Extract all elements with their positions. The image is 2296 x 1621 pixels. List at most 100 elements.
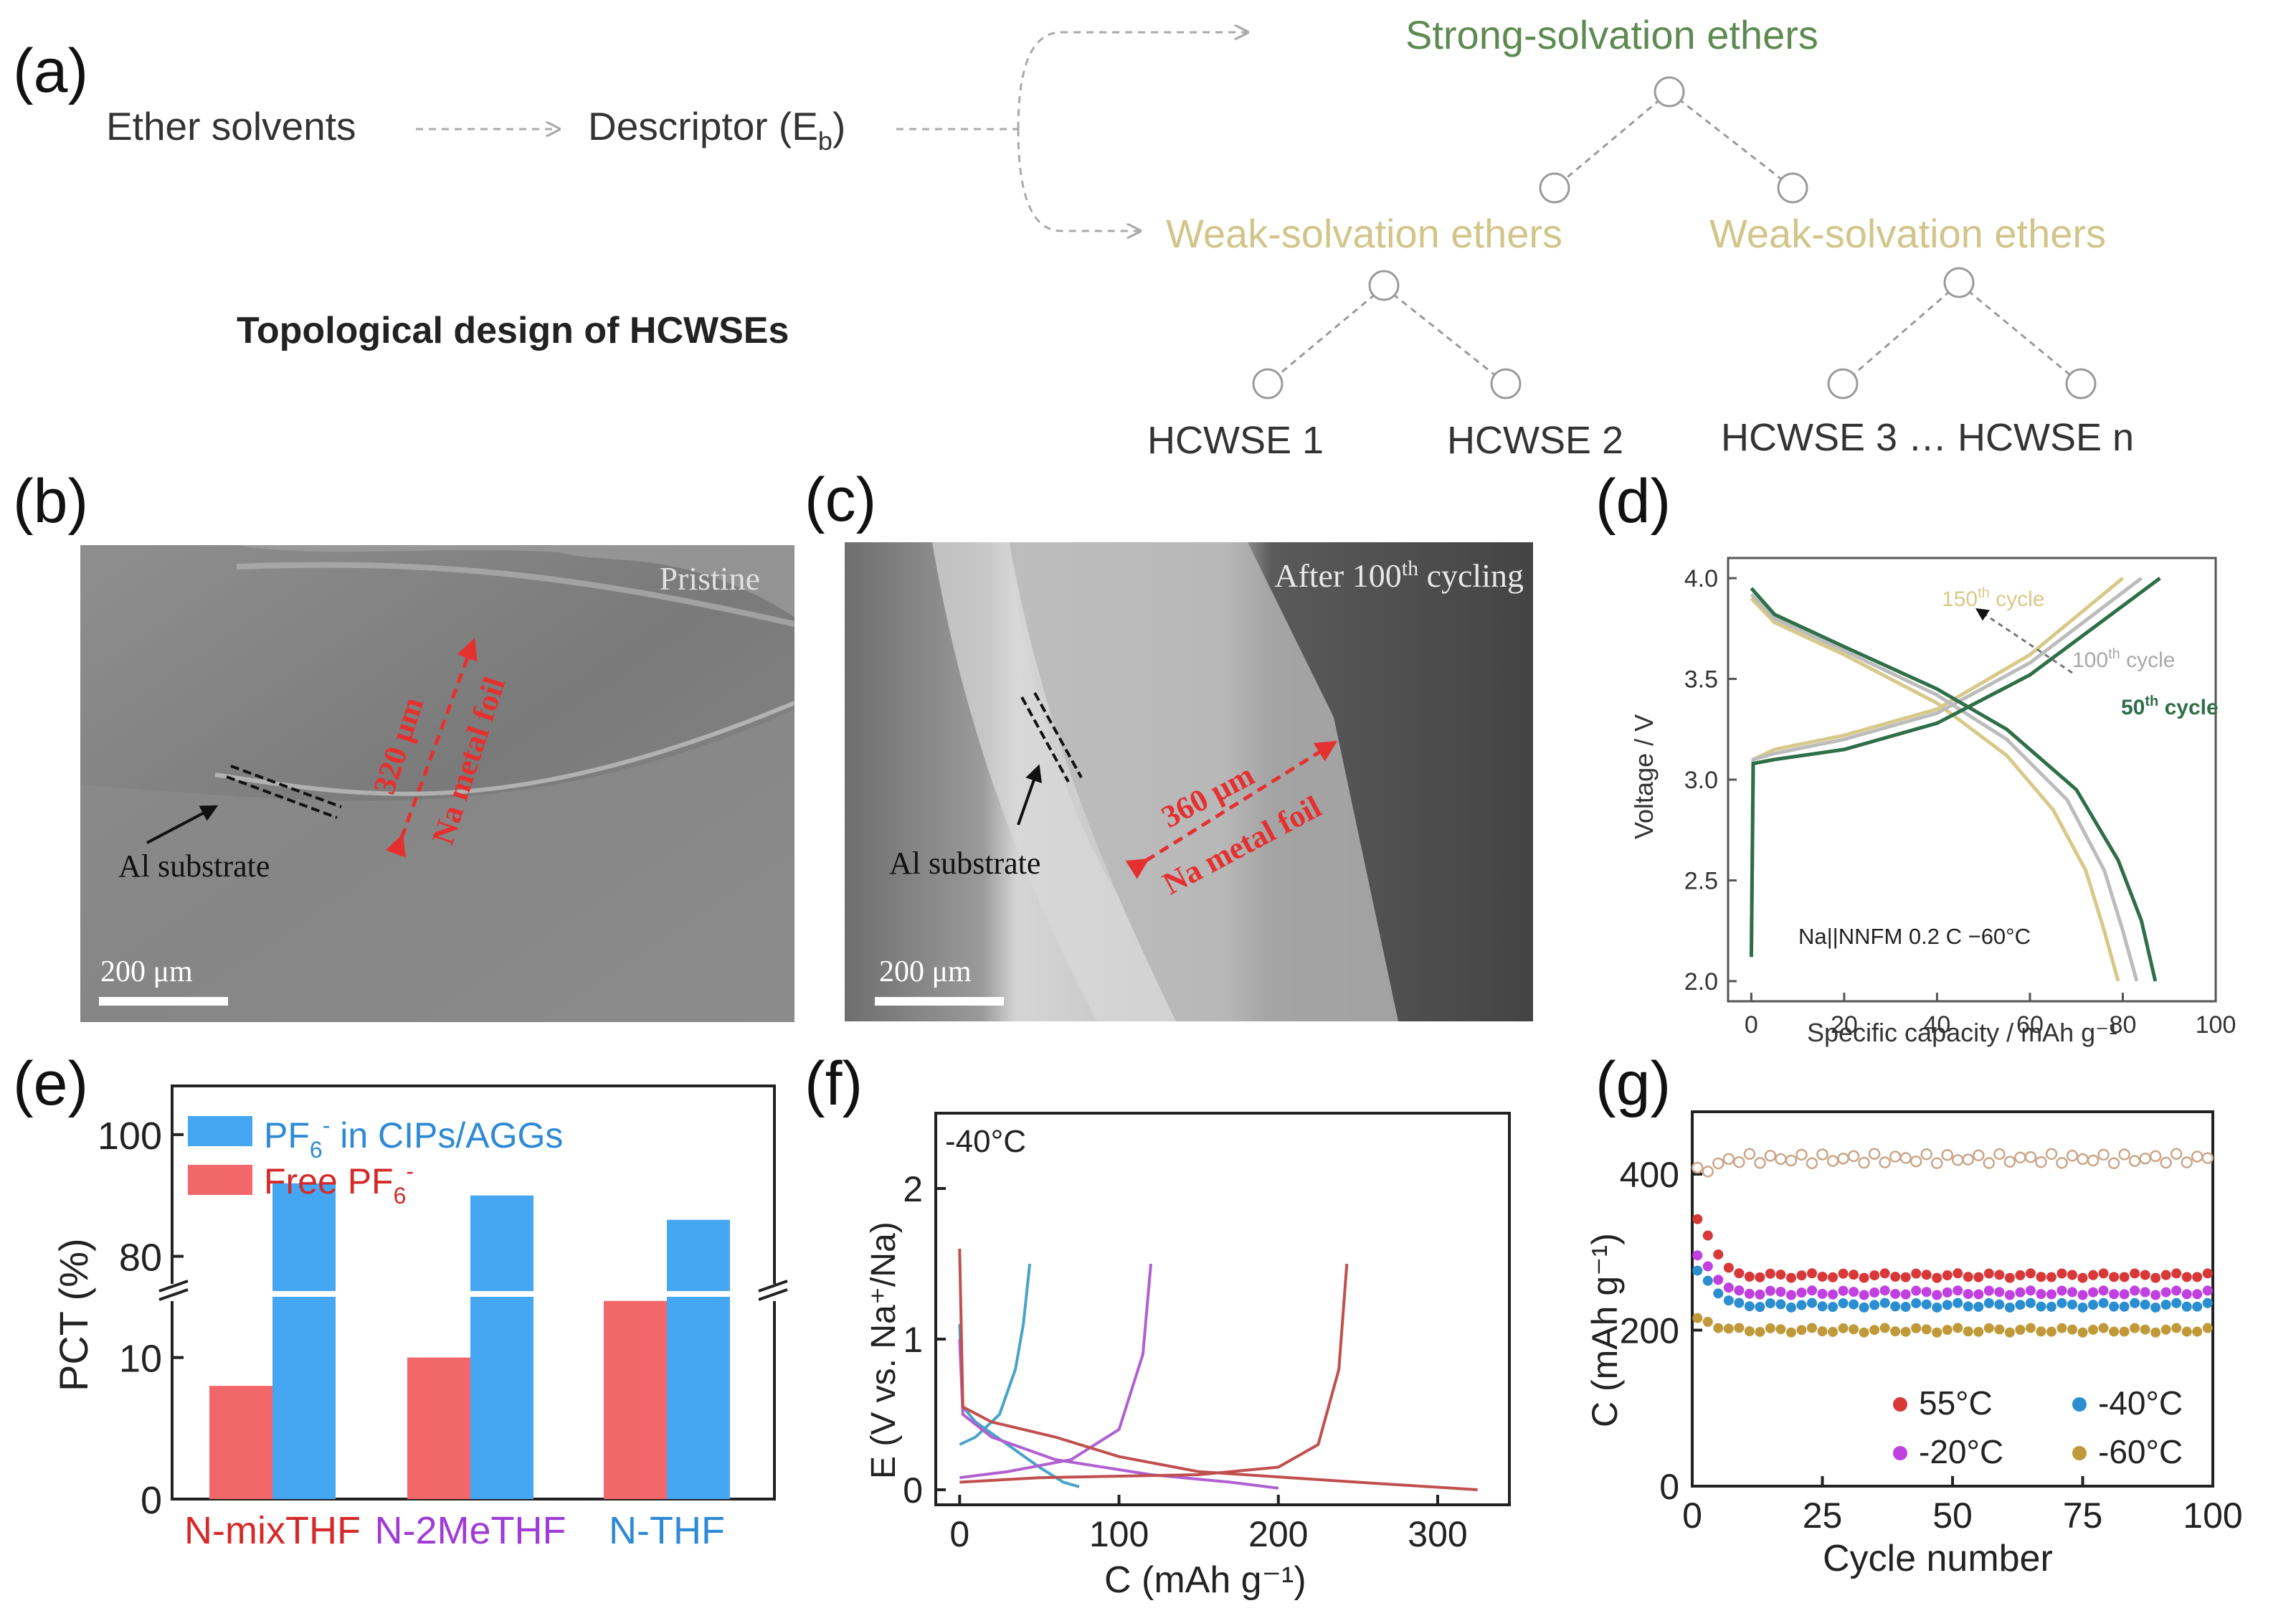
tree-node: [1827, 368, 1859, 400]
data-point-g: [2109, 1272, 2120, 1282]
data-point-g: [2109, 1301, 2120, 1312]
x-tick-label-g: 50: [1932, 1495, 1973, 1536]
pristine-label: Pristine: [659, 560, 760, 597]
data-point-g: [2077, 1327, 2088, 1338]
axis-break-mark: [158, 1280, 189, 1292]
data-point-g: [1911, 1298, 1922, 1308]
data-point-g: [2160, 1270, 2171, 1280]
tree-node: [1654, 76, 1685, 108]
data-point-g: [1733, 1156, 1745, 1168]
cycle-label-50: 50th cycle: [2121, 694, 2219, 719]
data-point-g: [1868, 1148, 1881, 1160]
plot-frame-f: [934, 1112, 1511, 1506]
data-point-g: [1849, 1299, 1859, 1310]
data-point-g: [1921, 1270, 1932, 1280]
data-point-g: [2045, 1148, 2058, 1161]
data-point-g: [1744, 1301, 1755, 1312]
data-point-g: [1911, 1323, 1922, 1333]
sem-upper-region: [80, 545, 794, 617]
data-point-g: [1942, 1287, 1953, 1298]
data-point-g: [1879, 1323, 1890, 1333]
tree-node: [1539, 172, 1570, 204]
data-point-g: [1932, 1272, 1942, 1283]
data-point-g: [2150, 1327, 2161, 1338]
data-point-g: [1744, 1271, 1755, 1282]
data-point-g: [1983, 1298, 1994, 1308]
data-point-g: [2202, 1285, 2213, 1296]
data-point-g: [1828, 1289, 1839, 1300]
data-point-g: [1785, 1272, 1796, 1283]
data-point-g: [2150, 1272, 2161, 1283]
data-point-g: [2015, 1270, 2026, 1280]
data-point-g: [2181, 1326, 2192, 1337]
bar-free-pf6: [407, 1357, 470, 1499]
y-tick-label-g: 200: [1620, 1311, 1679, 1351]
data-point-g: [1900, 1289, 1911, 1300]
data-point-g: [1713, 1323, 1724, 1333]
x-tick-label-d: 40: [1924, 1011, 1951, 1039]
data-point-g: [1889, 1150, 1902, 1163]
data-point-g: [2036, 1272, 2046, 1282]
series-line-f: [959, 1263, 1349, 1484]
data-point-g: [1826, 1155, 1839, 1167]
series-line-f: [959, 1263, 1152, 1480]
bar-break-gap: [665, 1291, 731, 1297]
xlabel-g: Cycle number: [1823, 1538, 2053, 1579]
data-point-g: [1941, 1149, 1953, 1161]
topological-design-label: Topological design of HCWSEs: [237, 310, 789, 351]
al-layer-line: [226, 775, 338, 819]
panel-a-letter: (a): [13, 37, 88, 105]
plot-area-g: 0 25 50 75 100 0 200 400: [1620, 1148, 2243, 1536]
data-point-g: [2036, 1289, 2046, 1300]
data-point-g: [1953, 1298, 1963, 1308]
data-point-g: [2067, 1287, 2077, 1298]
data-point-g: [2024, 1150, 2037, 1163]
scale-bar-b: [99, 997, 228, 1006]
data-point-g: [1817, 1326, 1828, 1337]
x-tick-label-d: 60: [2016, 1011, 2044, 1039]
thickness-arrow-c: [1125, 740, 1338, 879]
data-point-g: [1828, 1272, 1839, 1282]
data-point-g: [1775, 1324, 1786, 1335]
ether-solvents-label: Ether solvents: [106, 104, 356, 148]
data-point-g: [2139, 1152, 2151, 1165]
data-point-g: [1775, 1153, 1787, 1166]
data-point-g: [1869, 1287, 1880, 1298]
data-point-g: [1899, 1152, 1912, 1164]
bar-pf6-cips: [272, 1183, 336, 1499]
data-point-g: [2056, 1157, 2068, 1169]
data-point-g: [2067, 1324, 2077, 1335]
after-cycling-label: After 100th cycling: [1274, 557, 1524, 594]
panel-g-letter: (g): [1595, 1049, 1671, 1118]
ylabel-g: C (mAh g⁻¹): [1585, 1233, 1625, 1427]
sem-foil-top-edge: [236, 562, 795, 627]
data-point-g: [1921, 1324, 1932, 1335]
tree-edge: [1958, 282, 2082, 385]
data-point-g: [2015, 1325, 2026, 1336]
x-tick-label-d: 20: [1831, 1011, 1858, 1039]
axis-break-mark: [158, 1288, 189, 1301]
data-point-g: [1859, 1272, 1869, 1283]
data-point-g: [2014, 1151, 2026, 1164]
data-point-g: [1722, 1153, 1735, 1166]
data-point-g: [1775, 1299, 1786, 1310]
data-point-g: [2025, 1268, 2036, 1279]
data-point-g: [1692, 1265, 1703, 1276]
data-point-g: [2119, 1289, 2130, 1300]
weak-solvation-left-label: Weak-solvation ethers: [1166, 211, 1562, 256]
data-point-g: [2015, 1300, 2026, 1310]
data-point-g: [1734, 1285, 1745, 1296]
data-point-g: [1785, 1154, 1798, 1167]
data-point-g: [2004, 1272, 2015, 1283]
series-line-d-discharge: [1750, 592, 2139, 982]
bar-free-pf6: [604, 1300, 667, 1499]
data-point-g: [1806, 1268, 1817, 1279]
data-point-g: [1702, 1261, 1713, 1272]
scale-label-c: 200 μm: [879, 955, 972, 988]
y-tick-label-g: 0: [1659, 1467, 1679, 1507]
data-point-g: [1817, 1288, 1828, 1299]
data-point-g: [1973, 1326, 1984, 1337]
y-tick-label-d: 3.0: [1684, 767, 1718, 794]
x-tick-label-f: 300: [1408, 1514, 1467, 1554]
bar-break-gap: [469, 1291, 535, 1297]
